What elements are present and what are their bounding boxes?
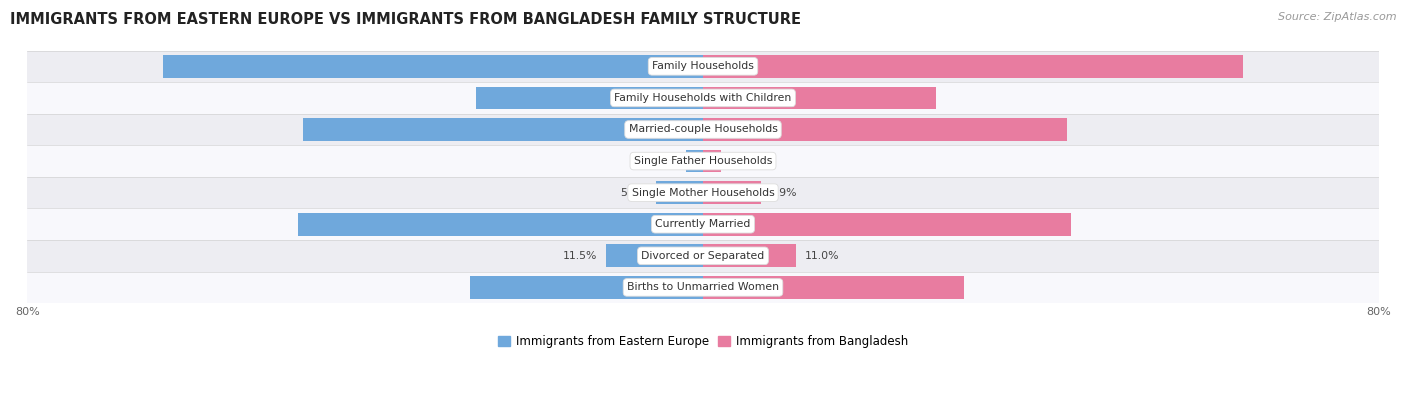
Text: Births to Unmarried Women: Births to Unmarried Women <box>627 282 779 292</box>
Text: Divorced or Separated: Divorced or Separated <box>641 251 765 261</box>
Bar <box>475 87 703 109</box>
Text: Single Father Households: Single Father Households <box>634 156 772 166</box>
Text: 26.9%: 26.9% <box>690 93 724 103</box>
Bar <box>27 209 1379 240</box>
Bar <box>703 276 965 299</box>
Text: 48.0%: 48.0% <box>690 219 725 229</box>
Text: Family Households: Family Households <box>652 61 754 71</box>
Bar <box>27 114 1379 145</box>
Bar <box>298 213 703 235</box>
Text: Married-couple Households: Married-couple Households <box>628 124 778 135</box>
Bar <box>606 245 703 267</box>
Bar <box>703 213 1071 235</box>
Text: 11.5%: 11.5% <box>562 251 598 261</box>
Bar <box>27 51 1379 82</box>
Text: 43.1%: 43.1% <box>682 124 716 135</box>
Text: 6.9%: 6.9% <box>769 188 797 198</box>
Bar <box>686 150 703 173</box>
Text: Source: ZipAtlas.com: Source: ZipAtlas.com <box>1278 12 1396 22</box>
Text: 5.6%: 5.6% <box>620 188 647 198</box>
Text: 30.9%: 30.9% <box>681 282 716 292</box>
Bar <box>302 118 703 141</box>
Legend: Immigrants from Eastern Europe, Immigrants from Bangladesh: Immigrants from Eastern Europe, Immigran… <box>494 331 912 353</box>
Text: 2.1%: 2.1% <box>730 156 756 166</box>
Text: 27.6%: 27.6% <box>682 93 716 103</box>
Text: 47.4%: 47.4% <box>690 124 724 135</box>
Bar <box>703 181 761 204</box>
Text: Family Households with Children: Family Households with Children <box>614 93 792 103</box>
Text: Single Mother Households: Single Mother Households <box>631 188 775 198</box>
Bar <box>703 118 1067 141</box>
Bar <box>27 240 1379 272</box>
Bar <box>27 145 1379 177</box>
Text: 64.0%: 64.0% <box>690 61 725 71</box>
Bar <box>27 82 1379 114</box>
Text: 2.0%: 2.0% <box>650 156 678 166</box>
Text: 43.6%: 43.6% <box>682 219 716 229</box>
Text: IMMIGRANTS FROM EASTERN EUROPE VS IMMIGRANTS FROM BANGLADESH FAMILY STRUCTURE: IMMIGRANTS FROM EASTERN EUROPE VS IMMIGR… <box>10 12 801 27</box>
Text: 27.6%: 27.6% <box>690 282 724 292</box>
Bar <box>703 87 936 109</box>
Bar <box>27 272 1379 303</box>
Bar <box>163 55 703 78</box>
Bar <box>703 55 1243 78</box>
Bar <box>27 177 1379 209</box>
Bar <box>703 245 796 267</box>
Text: Currently Married: Currently Married <box>655 219 751 229</box>
Bar <box>703 150 721 173</box>
Text: 11.0%: 11.0% <box>804 251 839 261</box>
Bar <box>655 181 703 204</box>
Text: 63.9%: 63.9% <box>682 61 716 71</box>
Bar <box>470 276 703 299</box>
